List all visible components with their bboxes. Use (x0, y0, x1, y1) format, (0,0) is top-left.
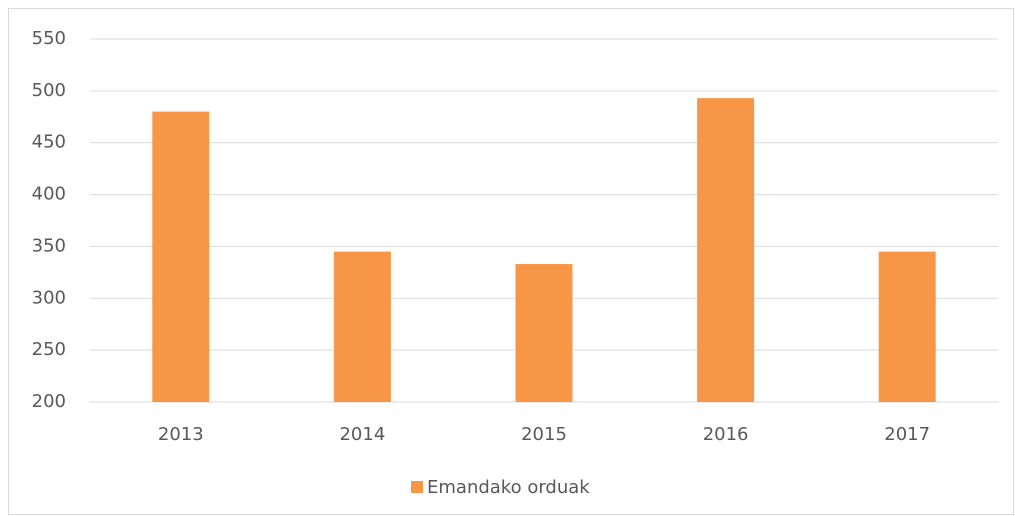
x-tick-label: 2015 (521, 424, 567, 445)
y-tick-label: 400 (32, 184, 66, 205)
legend-swatch (411, 481, 423, 493)
y-tick-label: 350 (32, 235, 66, 256)
x-tick-label: 2016 (703, 424, 749, 445)
bar (515, 264, 573, 402)
bar (878, 251, 936, 402)
y-tick-label: 550 (32, 28, 66, 49)
bar (333, 251, 391, 402)
legend-label: Emandako orduak (427, 477, 590, 498)
y-tick-label: 450 (32, 132, 66, 153)
x-tick-label: 2017 (884, 424, 930, 445)
bar (152, 111, 210, 402)
y-tick-label: 300 (32, 287, 66, 308)
x-tick-label: 2013 (158, 424, 204, 445)
y-tick-label: 200 (32, 391, 66, 412)
y-tick-label: 500 (32, 80, 66, 101)
y-tick-label: 250 (32, 339, 66, 360)
bar (697, 98, 755, 403)
x-tick-label: 2014 (339, 424, 385, 445)
